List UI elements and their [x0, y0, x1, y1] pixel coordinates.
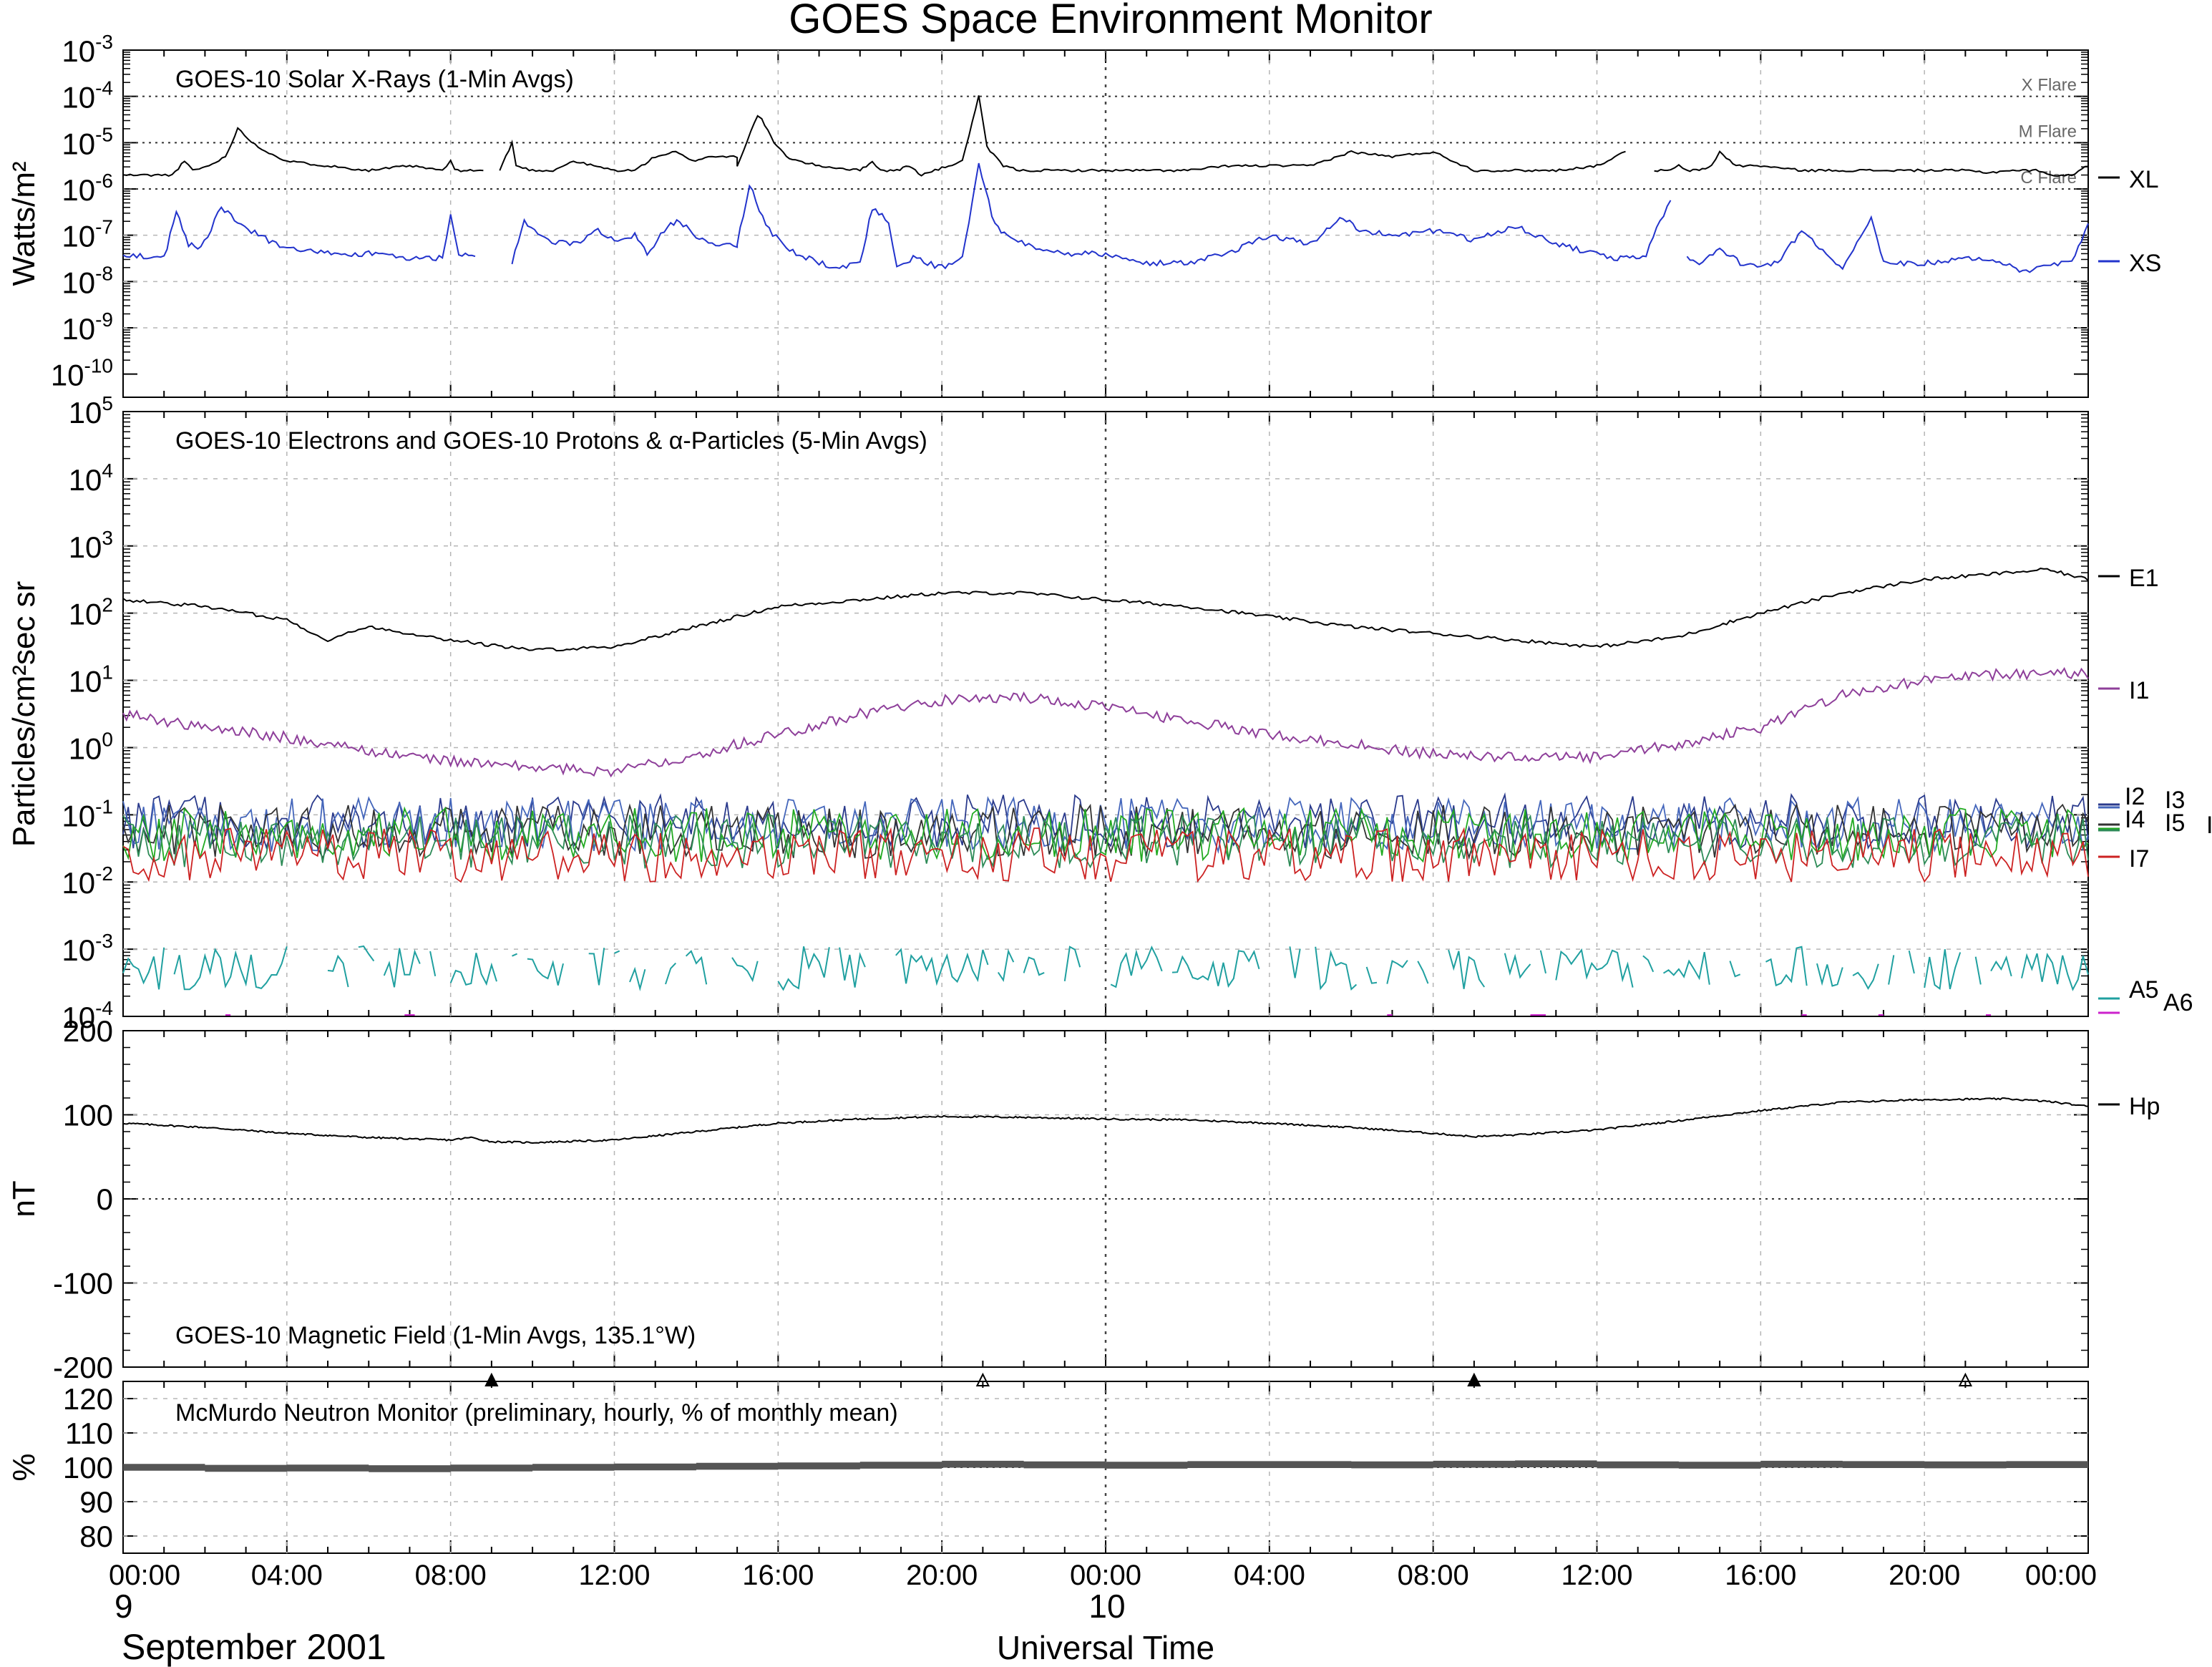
y-tick-label: 10-4	[62, 77, 113, 115]
x-tick-label: 04:00	[251, 1560, 323, 1591]
y-tick-label: 10-10	[51, 355, 113, 392]
y-tick-label: 105	[69, 392, 113, 429]
y-tick-label: 100	[69, 728, 113, 765]
x-tick-label: 00:00	[109, 1560, 180, 1591]
particle-panel: 105 104 103 102 101 100 10-1 10-2 10-3 10-4 GOES-1…	[6, 392, 2212, 1034]
legend-label-i3: I3	[2165, 787, 2185, 814]
y-tick-label: 104	[69, 460, 113, 497]
series-line-e1	[122, 568, 2089, 652]
magnetic-y-axis-label: nT	[6, 1180, 42, 1217]
legend-label-i7: I7	[2129, 845, 2149, 873]
y-tick-label: 10-7	[62, 216, 113, 253]
legend-label-i1: I1	[2129, 677, 2149, 704]
legend-label-xs: XS	[2129, 250, 2161, 277]
series-line-i6	[122, 814, 2089, 869]
y-tick-label: 100	[63, 1099, 113, 1132]
x-tick-label: 08:00	[1398, 1560, 1469, 1591]
x-tick-label: 20:00	[1889, 1560, 1960, 1591]
y-tick-label: -200	[53, 1351, 113, 1384]
series-line-i5	[122, 806, 2089, 863]
particle-panel-title: GOES-10 Electrons and GOES-10 Protons & …	[175, 427, 927, 455]
series-line-xs	[122, 162, 2089, 273]
series-line-xl	[122, 95, 2089, 178]
x-tick-label: 04:00	[1234, 1560, 1305, 1591]
magnetic-panel: 200 100 0 -100 -200 GOES-10 Magnetic Field (1…	[6, 1014, 2160, 1386]
series-line-hp	[122, 1097, 2089, 1144]
y-tick-label: 200	[63, 1014, 113, 1048]
xray-y-axis-label: Watts/m²	[6, 161, 42, 286]
x-tick-label: 08:00	[415, 1560, 487, 1591]
neutron-band	[123, 1460, 2088, 1472]
y-tick-label: 10-3	[62, 31, 113, 68]
y-tick-label: 110	[65, 1416, 113, 1450]
x-axis-label: Universal Time	[997, 1629, 1214, 1666]
legend-label-i2: I2	[2125, 783, 2145, 810]
main-title: GOES Space Environment Monitor	[789, 0, 1432, 42]
y-tick-label: -100	[53, 1267, 113, 1301]
x-tick-label: 16:00	[1725, 1560, 1796, 1591]
neutron-y-axis-label: %	[6, 1453, 42, 1481]
y-tick-label: 10-2	[62, 862, 113, 900]
particle-y-axis-label: Particles/cm²sec sr	[6, 581, 42, 847]
series-line-i1	[122, 666, 2089, 778]
y-tick-label: 120	[63, 1382, 113, 1416]
flare-threshold-label: M Flare	[2019, 122, 2077, 141]
legend-label-a5: A5	[2129, 976, 2159, 1003]
series-line-i7	[122, 827, 2089, 883]
legend-label-i6: I6	[2206, 812, 2212, 839]
xray-panel-title: GOES-10 Solar X-Rays (1-Min Avgs)	[175, 66, 574, 93]
y-tick-label: 103	[69, 527, 113, 564]
y-tick-label: 90	[79, 1485, 113, 1519]
legend-label-i4: I4	[2125, 806, 2145, 833]
month-label: September 2001	[122, 1627, 386, 1667]
y-tick-label: 10-8	[62, 262, 113, 299]
neutron-panel-title: McMurdo Neutron Monitor (preliminary, ho…	[175, 1399, 898, 1427]
x-tick-label: 20:00	[906, 1560, 978, 1591]
y-tick-label: 10-1	[62, 795, 113, 832]
x-tick-label: 12:00	[1561, 1560, 1632, 1591]
y-tick-label: 80	[79, 1520, 113, 1553]
day-label: 9	[115, 1588, 133, 1625]
series-line-a5	[122, 945, 2089, 992]
x-tick-label: 16:00	[742, 1560, 814, 1591]
flare-threshold-label: X Flare	[2022, 76, 2077, 95]
legend-label-i5: I5	[2165, 810, 2185, 837]
y-tick-label: 10-9	[62, 308, 113, 346]
legend-label-a6: A6	[2163, 989, 2193, 1016]
x-tick-label: 00:00	[1070, 1560, 1141, 1591]
y-tick-label: 100	[63, 1451, 113, 1484]
x-axis: 00:00 04:00 08:00 12:00 16:00 20:00 00:00 04:00…	[109, 1560, 2097, 1625]
magnetic-panel-title: GOES-10 Magnetic Field (1-Min Avgs, 135.…	[175, 1322, 696, 1349]
series-line-i3	[122, 796, 2089, 855]
legend-label-hp: Hp	[2129, 1093, 2160, 1120]
y-tick-label: 10-4	[62, 997, 113, 1034]
legend-label-xl: XL	[2129, 166, 2159, 193]
y-tick-label: 10-3	[62, 930, 113, 967]
y-tick-label: 0	[97, 1182, 113, 1216]
x-tick-label: 00:00	[2025, 1560, 2097, 1591]
xray-panel: 10-3 10-4 10-5 10-6 10-7 10-8 10-9 10-10 X Flare…	[6, 31, 2161, 398]
legend-label-e1: E1	[2129, 565, 2159, 592]
x-tick-label: 12:00	[578, 1560, 650, 1591]
y-tick-label: 101	[69, 661, 113, 699]
y-tick-label: 10-6	[62, 170, 113, 207]
y-tick-label: 10-5	[62, 123, 113, 160]
y-tick-label: 102	[69, 594, 113, 631]
day-label: 10	[1088, 1588, 1125, 1625]
